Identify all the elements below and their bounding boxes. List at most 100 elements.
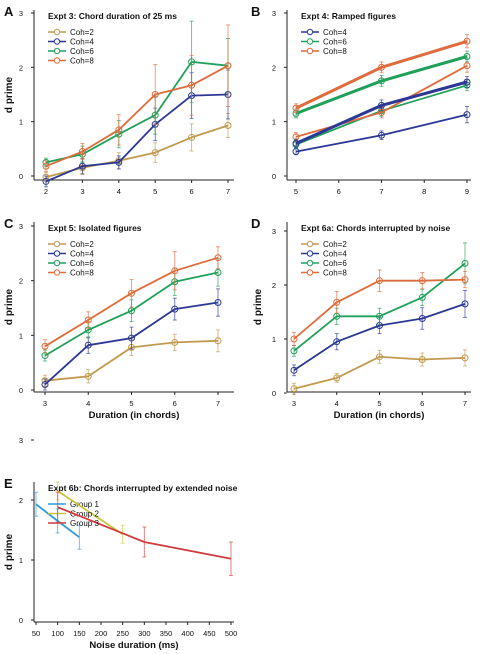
data-point <box>376 277 383 285</box>
data-point <box>214 337 222 345</box>
data-point <box>292 139 300 147</box>
panel-title: Expt 6b: Chords interrupted by extended … <box>48 483 238 493</box>
data-point <box>290 335 298 343</box>
x-tick-label: 7 <box>226 187 230 196</box>
data-point <box>463 62 471 70</box>
series-line <box>45 64 229 168</box>
x-axis-label: Duration (in chords) <box>334 410 425 421</box>
legend-label: Coh=8 <box>323 269 347 278</box>
legend-label: Coh=4 <box>323 250 347 259</box>
panel-title: Expt 6a: Chords interrupted by noise <box>301 223 451 233</box>
x-tick-label: 5 <box>294 187 298 196</box>
x-tick-label: 5 <box>153 187 157 196</box>
y-tick-label: 0 <box>19 172 23 181</box>
data-point <box>84 341 92 349</box>
y-axis-label: d prime <box>4 289 15 326</box>
legend-label: Group 3 <box>70 519 99 528</box>
y-tick-label: 0 <box>272 172 276 181</box>
legend-marker <box>53 47 61 55</box>
x-tick-label: 5 <box>129 399 133 408</box>
x-tick-label: 4 <box>335 399 339 408</box>
data-point <box>188 81 196 89</box>
legend-label: Coh=6 <box>323 259 347 268</box>
y-tick-label: 0 <box>19 386 23 395</box>
legend-label: Coh=6 <box>70 259 94 268</box>
x-tick-label: 2 <box>44 187 48 196</box>
data-point <box>333 338 341 346</box>
data-point <box>378 101 385 109</box>
data-point <box>214 268 222 276</box>
series-ramped-4 <box>292 50 471 119</box>
x-tick-label: 7 <box>379 187 383 196</box>
series-coh-4 <box>41 288 222 391</box>
data-point <box>171 267 179 275</box>
data-point <box>151 91 159 98</box>
series-line <box>45 93 229 183</box>
panel-title: Expt 4: Ramped figures <box>301 11 396 21</box>
series-coh-2 <box>290 349 469 395</box>
series-ramped-3 <box>292 76 471 149</box>
y-tick-label: 2 <box>19 63 23 72</box>
data-point <box>214 254 222 262</box>
y-tick-label: 3 <box>272 9 276 18</box>
legend-marker <box>53 57 61 64</box>
data-point <box>42 162 50 170</box>
panel-letter: A <box>4 4 14 19</box>
data-point <box>461 300 469 308</box>
legend-label: Coh=4 <box>70 38 94 47</box>
legend-label: Group 2 <box>70 510 99 519</box>
y-tick-label: 2 <box>272 63 276 72</box>
data-point <box>461 259 469 267</box>
y-axis-label: d prime <box>4 534 15 571</box>
x-tick-label: 6 <box>173 399 177 408</box>
legend-label: Coh=8 <box>323 47 347 56</box>
legend-marker <box>306 250 314 257</box>
y-tick-label: 1 <box>19 118 23 127</box>
y-tick-label: 1 <box>19 331 23 340</box>
y-tick-label: 3 <box>19 436 23 445</box>
series-line <box>57 490 124 535</box>
x-tick-label: 450 <box>203 629 216 638</box>
panel-letter: E <box>4 476 13 491</box>
data-point <box>84 316 92 324</box>
data-point <box>78 148 86 156</box>
data-point <box>224 62 232 70</box>
data-point <box>461 276 469 284</box>
x-tick-label: 350 <box>160 629 173 638</box>
panel-d: D 0 1 2 3 3 4 5 6 7 d prime Duration (in chords) Exp… <box>251 216 471 421</box>
x-tick-label: 5 <box>377 399 381 408</box>
x-tick-label: 250 <box>116 629 129 638</box>
series-coh-8 <box>41 246 222 354</box>
x-tick-label: 50 <box>32 629 40 638</box>
x-tick-label: 400 <box>181 629 194 638</box>
legend-label: Coh=4 <box>323 28 347 37</box>
legend-label: Coh=4 <box>70 250 94 259</box>
data-point <box>463 52 471 60</box>
panel-a: A 0 1 2 3 2 3 4 5 6 7 d prime Expt 3: Chord duration… <box>4 4 234 196</box>
data-point <box>333 298 341 306</box>
data-point <box>461 354 469 362</box>
panel-letter: B <box>251 4 260 19</box>
data-point <box>376 312 383 320</box>
data-point <box>151 149 159 157</box>
legend-marker <box>306 240 314 248</box>
data-point <box>84 372 92 380</box>
x-tick-label: 200 <box>95 629 108 638</box>
legend-marker <box>53 269 61 276</box>
legend-label: Group 1 <box>70 500 99 509</box>
panel-letter: D <box>251 216 260 231</box>
legend-label: Coh=6 <box>70 47 94 56</box>
data-point <box>463 111 471 119</box>
x-tick-label: 7 <box>216 399 220 408</box>
legend-label: Coh=2 <box>70 28 94 37</box>
y-tick-label: 1 <box>272 118 276 127</box>
y-tick-label: 2 <box>19 277 23 286</box>
series-coh-4 <box>290 289 469 377</box>
data-point <box>418 356 426 364</box>
y-tick-label: 1 <box>19 556 23 565</box>
data-point <box>378 77 385 85</box>
panel-c: C 0 1 2 3 3 4 5 6 7 d prime Duration (in chords) Exp… <box>4 216 234 421</box>
panel-letter: C <box>4 216 14 231</box>
data-point <box>224 121 232 129</box>
